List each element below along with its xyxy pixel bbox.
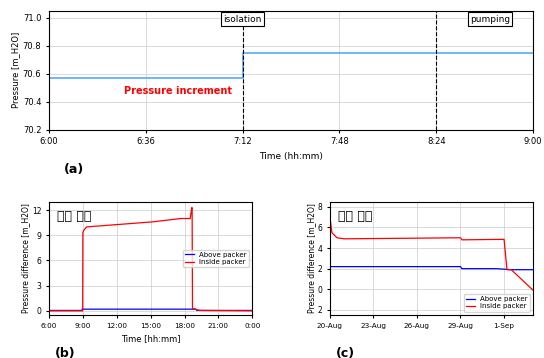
Above packer (493, 267, 500, 271)
Above packer (457, 265, 463, 269)
Above packer (249, 308, 256, 313)
Inside packer (177, 216, 184, 221)
Inside packer (189, 306, 196, 310)
Line: Above packer: Above packer (49, 309, 252, 310)
Inside packer (504, 267, 510, 272)
Line: Above packer: Above packer (330, 267, 533, 289)
X-axis label: Time (hh:mm): Time (hh:mm) (259, 152, 323, 161)
Inside packer (459, 238, 465, 242)
Inside packer (508, 267, 515, 272)
Inside packer (327, 215, 333, 219)
Y-axis label: Pressure difference [m_H2O]: Pressure difference [m_H2O] (21, 203, 30, 313)
Line: Inside packer: Inside packer (330, 217, 533, 290)
Text: isolation: isolation (224, 15, 262, 24)
Inside packer (187, 216, 194, 221)
Text: 주입 시험: 주입 시험 (57, 210, 91, 223)
Inside packer (457, 236, 463, 240)
Inside packer (501, 237, 508, 242)
Legend: Above packer, Inside packer: Above packer, Inside packer (464, 294, 530, 311)
Text: (a): (a) (64, 163, 84, 176)
Above packer (530, 267, 536, 272)
Text: 양수 시험: 양수 시험 (338, 210, 372, 223)
Inside packer (530, 288, 536, 292)
X-axis label: Time [hh:mm]: Time [hh:mm] (121, 334, 181, 343)
Inside packer (326, 287, 333, 291)
Inside packer (333, 236, 340, 240)
Above packer (326, 287, 333, 291)
Inside packer (249, 309, 256, 313)
Inside packer (329, 231, 335, 235)
Above packer (329, 265, 335, 269)
Text: (b): (b) (55, 347, 76, 358)
Above packer (508, 267, 515, 272)
Text: pumping: pumping (470, 15, 510, 24)
Inside packer (188, 205, 195, 210)
Above packer (327, 265, 333, 269)
Text: (c): (c) (336, 347, 355, 358)
Inside packer (46, 309, 52, 313)
Above packer (459, 267, 465, 271)
Line: Inside packer: Inside packer (49, 208, 252, 311)
Y-axis label: Pressure difference [m_H2O]: Pressure difference [m_H2O] (307, 203, 316, 313)
Inside packer (79, 231, 86, 235)
Inside packer (189, 205, 195, 210)
Inside packer (83, 225, 90, 229)
Inside packer (196, 308, 203, 313)
Above packer (79, 307, 85, 311)
Inside packer (341, 237, 348, 241)
Above packer (193, 307, 199, 311)
Inside packer (149, 220, 156, 224)
Inside packer (81, 228, 87, 232)
Above packer (46, 308, 52, 313)
Above packer (79, 308, 85, 313)
Above packer (194, 308, 200, 313)
Text: Pressure increment: Pressure increment (124, 86, 232, 96)
Inside packer (79, 309, 86, 313)
Legend: Above packer, Inside packer: Above packer, Inside packer (183, 250, 249, 267)
Y-axis label: Pressure [m_H2O]: Pressure [m_H2O] (11, 32, 20, 108)
